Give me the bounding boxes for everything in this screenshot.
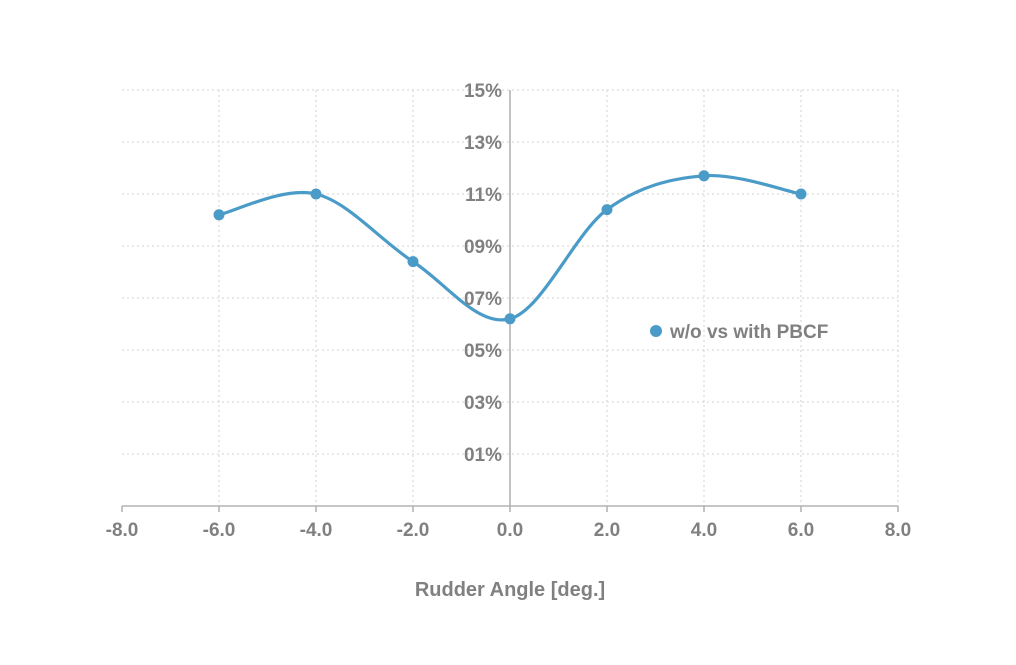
data-point (213, 209, 225, 221)
x-axis-title: Rudder Angle [deg.] (415, 579, 605, 601)
data-point (310, 188, 322, 200)
series-layer (213, 170, 807, 325)
x-tick-label: -6.0 (203, 520, 236, 541)
x-tick-label: 4.0 (691, 520, 717, 541)
y-tick-label: 05% (464, 341, 502, 362)
x-tick-label: -4.0 (300, 520, 333, 541)
x-tick-label: 0.0 (497, 520, 523, 541)
y-tick-label: 15% (464, 81, 502, 102)
x-tick-label: 6.0 (788, 520, 814, 541)
y-tick-label: 07% (464, 289, 502, 310)
x-tick-label: 8.0 (885, 520, 911, 541)
tick-labels: -8.0 -6.0 -4.0 -2.0 0.0 2.0 4.0 6.0 8.0 01% 03% 05%… (106, 81, 912, 541)
axes (121, 90, 899, 512)
legend-label: w/o vs with PBCF (669, 322, 828, 343)
y-tick-label: 03% (464, 393, 502, 414)
data-point (504, 313, 516, 325)
x-tick-label: -8.0 (106, 520, 139, 541)
data-point (407, 256, 419, 268)
y-tick-label: 01% (464, 445, 502, 466)
grid (122, 89, 899, 506)
data-point (795, 188, 807, 200)
x-tick-label: -2.0 (397, 520, 430, 541)
y-tick-label: 09% (464, 237, 502, 258)
legend-marker (650, 325, 662, 337)
y-tick-label: 11% (465, 185, 502, 206)
data-point (601, 204, 613, 216)
y-tick-label: 13% (464, 133, 502, 154)
data-point (698, 170, 710, 182)
x-tick-label: 2.0 (594, 520, 620, 541)
legend: w/o vs with PBCF (650, 322, 828, 343)
